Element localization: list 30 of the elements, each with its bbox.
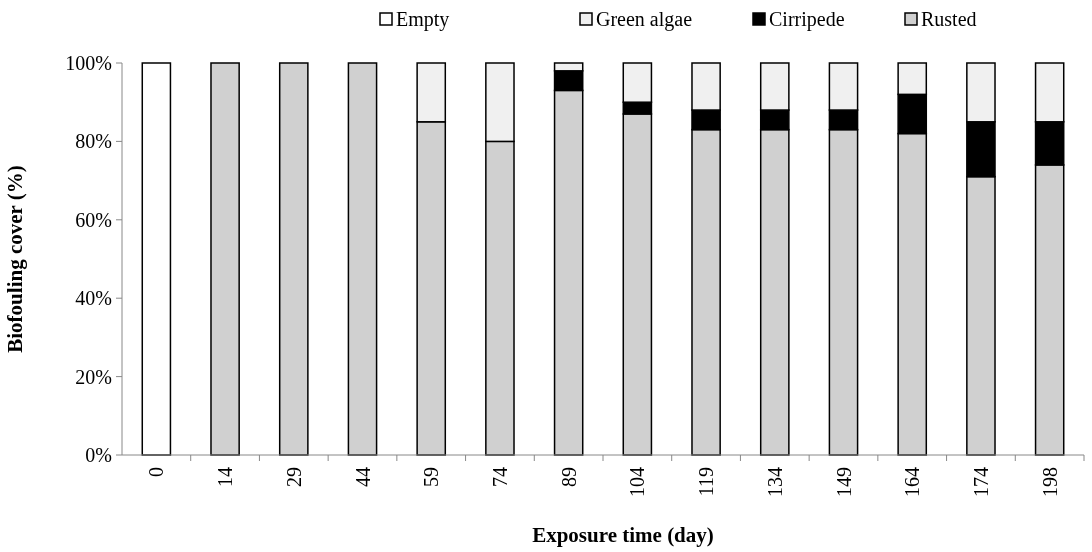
legend-label: Cirripede: [769, 8, 845, 31]
legend-label: Rusted: [921, 8, 977, 30]
x-tick-label: 174: [969, 467, 992, 497]
x-axis-title: Exposure time (day): [532, 523, 714, 547]
y-tick-label: 100%: [65, 52, 112, 74]
x-tick-label: 104: [626, 467, 649, 497]
y-axis-title: Biofouling cover (%): [3, 165, 27, 353]
x-tick-label: 149: [832, 467, 855, 497]
y-tick-label: 40%: [75, 287, 112, 310]
y-tick-label: 60%: [75, 208, 112, 231]
x-tick-label: 89: [557, 467, 580, 487]
bar: [278, 62, 309, 456]
x-tick-label: 119: [695, 467, 718, 497]
bar: [141, 62, 172, 456]
legend-label: Green algae: [596, 8, 693, 31]
y-tick-label: 20%: [75, 365, 112, 388]
bar: [347, 62, 378, 456]
x-tick-label: 74: [488, 467, 511, 487]
y-tick-label: 0%: [85, 444, 112, 466]
x-tick-label: 29: [282, 467, 305, 487]
x-tick-label: 44: [351, 467, 374, 487]
x-tick-label: 14: [214, 467, 237, 487]
x-tick-label: 164: [901, 467, 924, 497]
x-tick-label: 198: [1038, 467, 1061, 497]
x-tick-label: 134: [763, 467, 786, 497]
bar: [210, 62, 240, 456]
legend-label: Empty: [396, 8, 450, 31]
y-tick-label: 80%: [75, 130, 112, 153]
x-tick-label: 59: [420, 467, 443, 487]
x-tick-label: 0: [145, 467, 168, 477]
